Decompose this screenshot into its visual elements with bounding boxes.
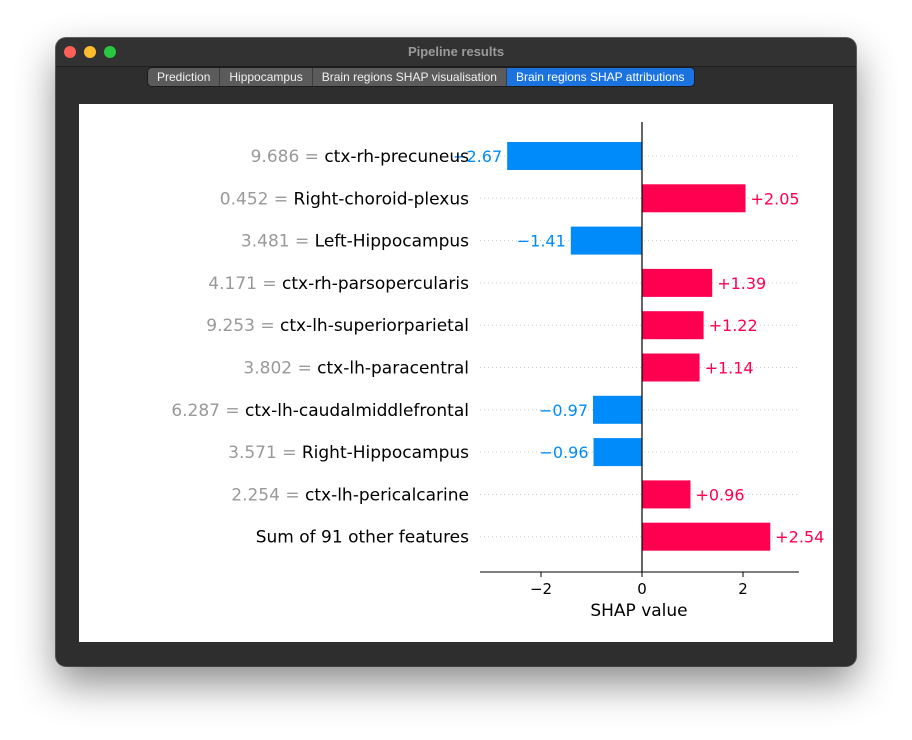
tab-brain-regions-shap-visualisation[interactable]: Brain regions SHAP visualisation bbox=[313, 68, 507, 86]
chart-panel: −2.67 +2.05 −1.41 +1.39 +1.22 +1.14 −0.97 −0.96… bbox=[79, 104, 833, 642]
shap-value-label: −2.67 bbox=[453, 147, 502, 166]
shap-bar bbox=[642, 353, 700, 382]
feature-label: 3.481 = Left-Hippocampus bbox=[241, 232, 469, 252]
title-bar: Pipeline results bbox=[56, 38, 856, 67]
close-button[interactable] bbox=[64, 46, 76, 58]
tab-hippocampus[interactable]: Hippocampus bbox=[220, 68, 313, 86]
feature-label: 4.171 = ctx-rh-parsopercularis bbox=[208, 274, 469, 294]
x-tick-label: 0 bbox=[637, 580, 647, 598]
feature-label: 3.571 = Right-Hippocampus bbox=[228, 443, 469, 463]
shap-bar bbox=[642, 184, 746, 213]
feature-label: 9.253 = ctx-lh-superiorparietal bbox=[206, 316, 469, 336]
tab-prediction[interactable]: Prediction bbox=[148, 68, 221, 86]
shap-bar bbox=[642, 311, 704, 340]
shap-value-label: +2.54 bbox=[775, 528, 824, 547]
shap-value-label: −1.41 bbox=[517, 232, 566, 251]
feature-label: 0.452 = Right-choroid-plexus bbox=[220, 189, 469, 209]
shap-value-label: +1.39 bbox=[717, 274, 766, 293]
minimize-button[interactable] bbox=[84, 46, 96, 58]
shap-value-label: +1.22 bbox=[709, 316, 758, 335]
shap-value-label: +2.05 bbox=[751, 189, 800, 208]
shap-value-label: −0.96 bbox=[539, 443, 588, 462]
tab-bar: Prediction Hippocampus Brain regions SHA… bbox=[147, 67, 695, 87]
shap-bar bbox=[593, 395, 642, 424]
tab-brain-regions-shap-attributions[interactable]: Brain regions SHAP attributions bbox=[506, 68, 694, 86]
feature-label: Sum of 91 other features bbox=[256, 528, 469, 548]
window-title: Pipeline results bbox=[407, 44, 505, 59]
feature-label: 9.686 = ctx-rh-precuneus bbox=[251, 147, 470, 167]
x-tick-label: −2 bbox=[530, 580, 552, 598]
feature-label: 3.802 = ctx-lh-paracentral bbox=[243, 359, 469, 379]
feature-label: 2.254 = ctx-lh-pericalcarine bbox=[231, 485, 469, 505]
shap-value-label: +1.14 bbox=[705, 359, 754, 378]
shap-waterfall-chart: −2.67 +2.05 −1.41 +1.39 +1.22 +1.14 −0.97 −0.96… bbox=[171, 122, 824, 621]
shap-bar bbox=[593, 438, 642, 467]
feature-label: 6.287 = ctx-lh-caudalmiddlefrontal bbox=[171, 401, 469, 421]
shap-bar bbox=[507, 142, 642, 170]
shap-bar bbox=[642, 268, 713, 297]
shap-bar bbox=[642, 522, 771, 551]
shap-bar bbox=[570, 226, 642, 255]
x-tick-label: 2 bbox=[738, 580, 748, 598]
x-axis-label: SHAP value bbox=[590, 601, 687, 621]
shap-bar bbox=[642, 480, 691, 509]
shap-value-label: +0.96 bbox=[695, 485, 744, 504]
pipeline-results-window: Pipeline results Prediction Hippocampus … bbox=[56, 38, 856, 666]
maximize-button[interactable] bbox=[104, 46, 116, 58]
shap-value-label: −0.97 bbox=[539, 401, 588, 420]
